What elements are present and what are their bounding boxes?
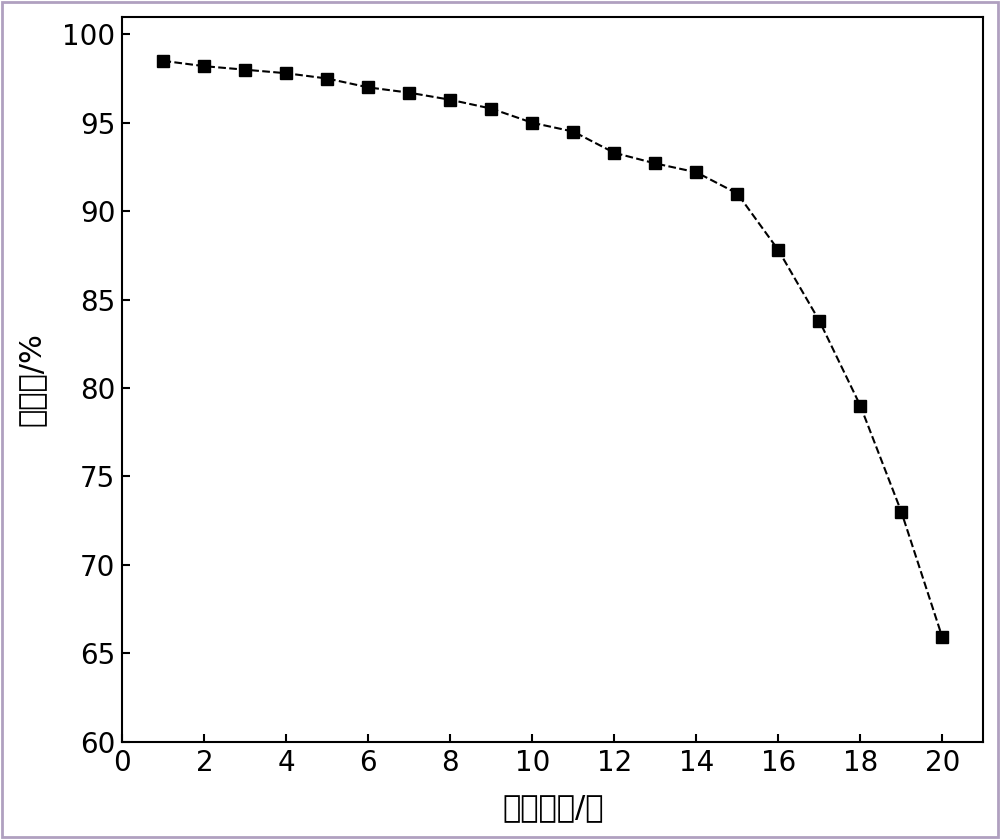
Y-axis label: 转化率/%: 转化率/% bbox=[17, 332, 46, 426]
X-axis label: 重复次数/次: 重复次数/次 bbox=[502, 794, 604, 822]
